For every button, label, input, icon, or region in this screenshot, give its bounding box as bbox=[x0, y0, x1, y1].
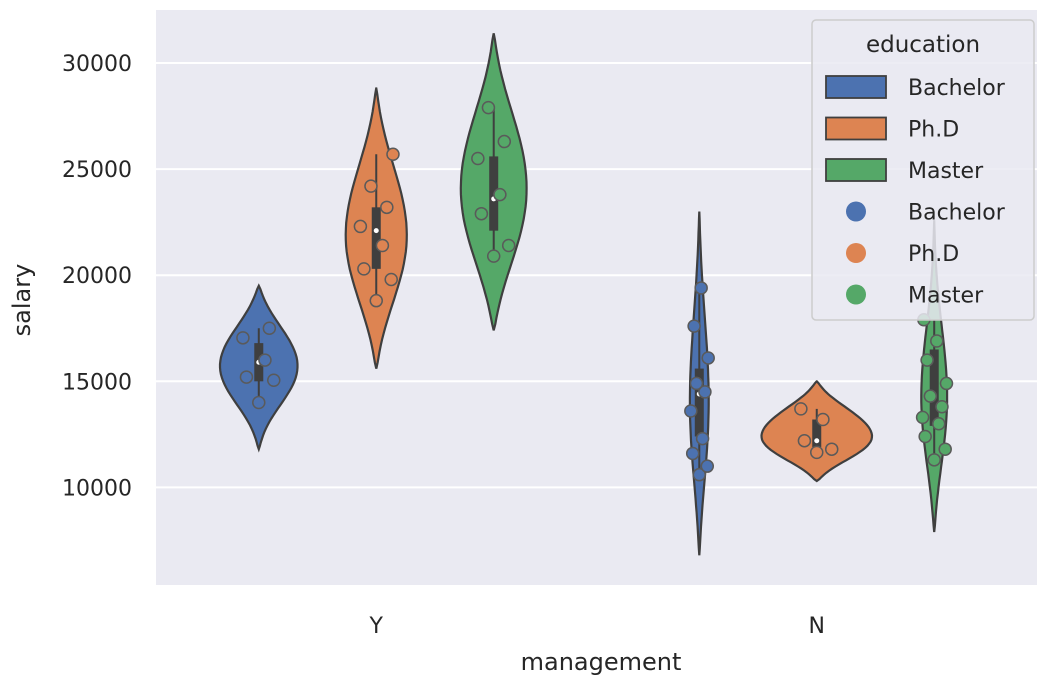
strip-point bbox=[694, 281, 708, 295]
legend-marker bbox=[846, 284, 866, 305]
strip-point bbox=[698, 385, 712, 399]
strip-point bbox=[501, 238, 516, 253]
violin-median bbox=[373, 228, 379, 234]
strip-point bbox=[685, 446, 700, 461]
legend-swatch bbox=[825, 116, 887, 141]
strip-point bbox=[471, 151, 485, 166]
strip-point bbox=[474, 206, 489, 221]
strip-point bbox=[918, 429, 932, 444]
strip-point bbox=[258, 353, 272, 367]
violin-iqr-box bbox=[694, 368, 704, 437]
strip-point bbox=[369, 293, 383, 308]
strip-point bbox=[486, 249, 501, 263]
strip-point bbox=[262, 321, 277, 336]
legend-label: Bachelor bbox=[908, 201, 1006, 226]
y-tick-label: 10000 bbox=[62, 476, 132, 501]
strip-point bbox=[935, 400, 949, 414]
strip-point bbox=[497, 134, 512, 149]
legend-swatch bbox=[825, 158, 887, 182]
strip-point bbox=[252, 395, 266, 410]
y-tick-label: 30000 bbox=[62, 52, 132, 77]
x-axis-label: management bbox=[521, 648, 682, 676]
strip-point bbox=[930, 334, 944, 348]
strip-point bbox=[915, 410, 930, 425]
strip-point bbox=[700, 459, 715, 473]
strip-point bbox=[267, 373, 281, 387]
strip-point bbox=[687, 319, 701, 333]
strip-point bbox=[364, 179, 378, 193]
strip-point bbox=[239, 370, 254, 384]
strip-point bbox=[375, 238, 390, 253]
strip-point bbox=[380, 200, 394, 215]
strip-point bbox=[481, 100, 496, 115]
strip-point bbox=[920, 353, 934, 367]
x-tick-label: Y bbox=[369, 614, 384, 639]
strip-point bbox=[695, 431, 710, 446]
strip-point bbox=[689, 376, 704, 391]
legend-label: Master bbox=[908, 284, 984, 309]
legend-marker bbox=[846, 201, 866, 222]
y-tick-labels: 10000 15000 20000 25000 30000 bbox=[62, 52, 132, 501]
legend-label: Ph.D bbox=[908, 118, 959, 143]
strip-point bbox=[931, 416, 946, 431]
y-tick-label: 15000 bbox=[62, 370, 132, 395]
legend-label: Ph.D bbox=[908, 242, 959, 267]
violin-median bbox=[814, 438, 820, 444]
strip-point bbox=[939, 376, 954, 391]
strip-point bbox=[386, 147, 400, 162]
strip-point bbox=[810, 445, 824, 460]
strip-point bbox=[353, 219, 368, 234]
strip-point bbox=[493, 187, 507, 202]
y-axis-label: salary bbox=[8, 264, 36, 337]
strip-point bbox=[923, 389, 938, 403]
strip-point bbox=[684, 404, 698, 418]
strip-point bbox=[824, 442, 839, 456]
strip-point bbox=[927, 453, 941, 467]
strip-point bbox=[384, 272, 398, 287]
legend: education Bachelor Ph.D Master Bachelor Ph.D… bbox=[811, 19, 1035, 321]
strip-point bbox=[357, 262, 371, 276]
strip-point bbox=[236, 331, 250, 345]
violin-iqr-box bbox=[929, 349, 939, 426]
legend-title: education bbox=[866, 32, 980, 58]
strip-point bbox=[692, 467, 707, 482]
y-tick-label: 25000 bbox=[62, 158, 132, 183]
legend-label: Master bbox=[908, 159, 984, 184]
strip-point bbox=[938, 442, 952, 456]
violin-iqr-box bbox=[812, 419, 822, 448]
y-tick-label: 20000 bbox=[62, 264, 132, 289]
x-tick-label: N bbox=[809, 614, 825, 639]
strip-point bbox=[794, 402, 808, 416]
legend-marker bbox=[846, 243, 866, 263]
legend-swatch bbox=[825, 75, 887, 99]
violin-iqr-box bbox=[371, 207, 381, 269]
strip-point bbox=[797, 433, 812, 448]
strip-point bbox=[816, 412, 830, 427]
strip-point bbox=[701, 351, 715, 365]
legend-label: Bachelor bbox=[908, 76, 1006, 101]
